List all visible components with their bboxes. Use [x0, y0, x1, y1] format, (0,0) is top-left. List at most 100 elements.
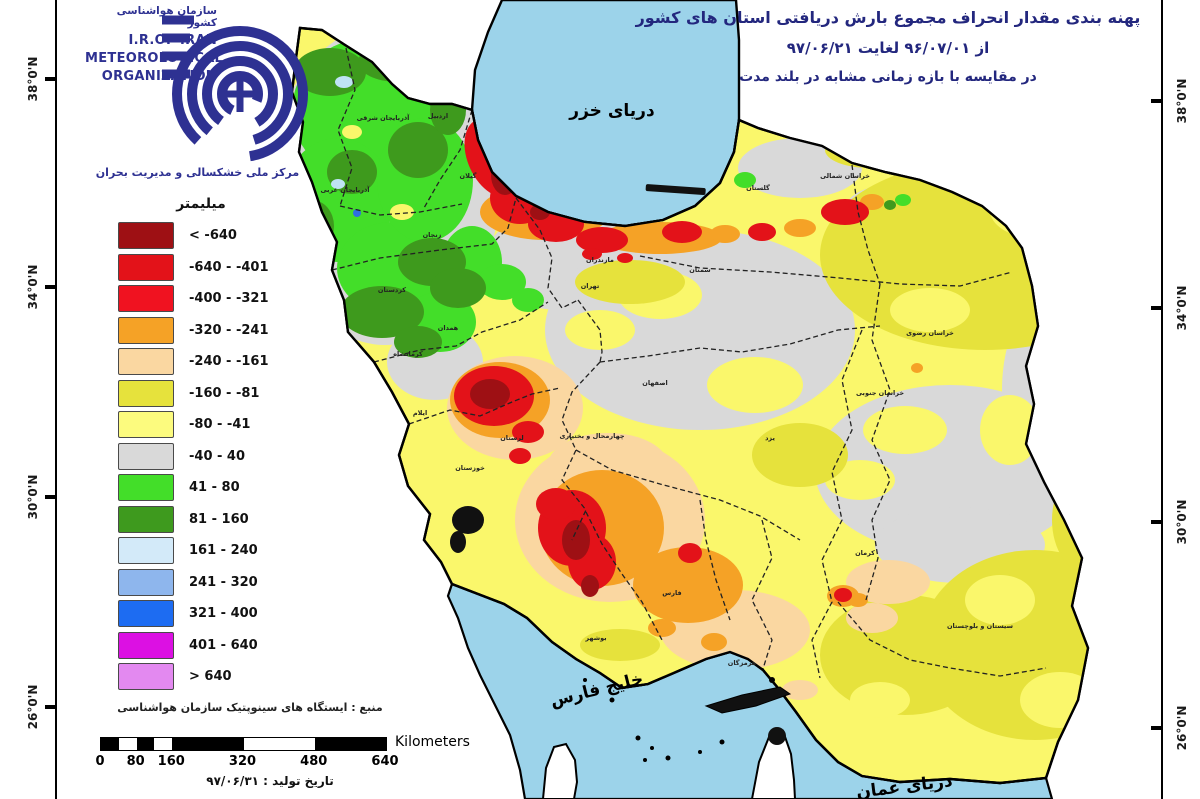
legend-item: -160 - -81 [118, 379, 318, 408]
scalebar-segment [243, 738, 315, 750]
legend-label: 161 - 240 [189, 543, 258, 559]
legend-swatch [118, 505, 174, 533]
latitude-label: 34°0'N [1175, 285, 1189, 331]
latitude-label: 26°0'N [1175, 705, 1189, 751]
latitude-label: 38°0'N [1175, 78, 1189, 124]
scalebar-segment [172, 738, 244, 750]
legend-swatch [118, 253, 174, 281]
legend-item: 401 - 640 [118, 631, 318, 660]
legend-item: -40 - 40 [118, 442, 318, 471]
iran-border [290, 26, 1090, 785]
scalebar-tick-label: 80 [126, 754, 145, 769]
province-borders [331, 47, 1047, 679]
province-label: خراسان شمالی [820, 172, 870, 180]
scalebar-segment [154, 738, 173, 750]
legend-item: < -640 [118, 222, 318, 250]
province-label: اصفهان [642, 379, 667, 387]
latitude-tick [45, 285, 56, 289]
legend-label: -640 - -401 [189, 259, 269, 275]
province-label: گلستان [746, 184, 770, 192]
province-label: کرمانشاه [393, 350, 423, 358]
frame-right [1161, 0, 1163, 799]
latitude-label: 38°0'N [26, 56, 40, 102]
legend-swatch [118, 285, 174, 313]
province-labels: آذربایجان شرقی اردبیل آذربایجان غربی گیلان ز… [320, 112, 1013, 667]
frame-left [55, 0, 57, 799]
province-label: چهارمحال و بختیاری [559, 432, 624, 440]
province-label: گیلان [460, 172, 477, 180]
legend-item: -640 - -401 [118, 253, 318, 282]
caspian-lagoon [645, 184, 706, 196]
legend-label: 401 - 640 [189, 637, 258, 653]
province-label: فارس [662, 589, 681, 597]
org-name-fa: سازمان هواشناسی کشور [116, 5, 217, 29]
scalebar-segment [314, 738, 386, 750]
province-label: اردبیل [428, 112, 448, 120]
legend-swatch [118, 600, 174, 628]
legend-swatch [118, 568, 174, 596]
province-label: سمنان [689, 266, 710, 274]
legend-label: < -640 [189, 228, 237, 244]
legend-swatch [118, 411, 174, 439]
province-label: کردستان [378, 286, 406, 294]
scalebar-bar [100, 737, 387, 751]
legend-item: 241 - 320 [118, 568, 318, 597]
province-label: کرمان [855, 549, 875, 557]
map-title-line2: از ۹۶/۰۷/۰۱ لغایت ۹۷/۰۶/۲۱ [786, 39, 990, 57]
legend-label: > 640 [189, 669, 232, 685]
legend-item: > 640 [118, 663, 318, 691]
musandam-peninsula [750, 729, 797, 799]
production-date: تاریخ تولید : ۹۷/۰۶/۳۱ [206, 774, 334, 788]
scalebar-segment [101, 738, 119, 750]
legend-item: 81 - 160 [118, 505, 318, 534]
legend-swatch [118, 537, 174, 565]
scalebar-tick-label: 640 [371, 754, 399, 769]
qatar-peninsula [541, 742, 579, 799]
latitude-tick [1151, 306, 1162, 310]
caspian-sea-label: دریای خزر [568, 101, 655, 121]
legend-label: -160 - -81 [189, 385, 260, 401]
province-label: ایلام [413, 409, 427, 417]
legend-items: < -640 -640 - -401 -400 - -321 -320 - -241 -… [118, 222, 318, 691]
legend-swatch [118, 631, 174, 659]
province-label: سیستان و بلوچستان [947, 622, 1013, 630]
imo-spiral-logo-icon [162, 15, 308, 162]
legend-swatch [118, 663, 174, 691]
map-title-line1: پهنه بندی مقدار انحراف مجموع بارش دریافت… [635, 8, 1141, 27]
legend-item: 161 - 240 [118, 537, 318, 565]
scalebar-segment [136, 738, 155, 750]
province-label: خراسان رضوی [906, 329, 954, 337]
gulf-islands [583, 677, 775, 762]
province-label: یزد [765, 434, 775, 442]
legend-item: -400 - -321 [118, 285, 318, 313]
province-label: آذربایجان شرقی [357, 113, 411, 122]
qeshm-island [704, 686, 792, 714]
legend-label: -320 - -241 [189, 322, 269, 338]
legend-swatch [118, 348, 174, 376]
province-label: همدان [438, 324, 459, 332]
legend-label: 41 - 80 [189, 480, 240, 496]
scalebar-segment [118, 738, 137, 750]
legend-swatch [118, 442, 174, 470]
latitude-label: 30°0'N [26, 474, 40, 520]
legend-label: 321 - 400 [189, 606, 258, 622]
legend: میلیمتر < -640 -640 - -401 -400 - -321 -320… [118, 196, 318, 695]
province-label: لرستان [500, 434, 524, 442]
legend-item: -80 - -41 [118, 411, 318, 439]
province-label: خراسان جنوبی [856, 389, 904, 397]
legend-item: -320 - -241 [118, 316, 318, 345]
legend-item: 321 - 400 [118, 600, 318, 628]
latitude-tick [45, 705, 56, 709]
latitude-tick [1151, 520, 1162, 524]
musandam-tip [768, 727, 786, 745]
legend-item: -240 - -161 [118, 348, 318, 376]
legend-label: -400 - -321 [189, 291, 269, 307]
drought-center-name: مرکز ملی خشکسالی و مدیریت بحران [95, 166, 300, 179]
legend-swatch [118, 316, 174, 344]
legend-swatch [118, 379, 174, 407]
legend-swatch [118, 474, 174, 502]
latitude-label: 34°0'N [26, 264, 40, 310]
province-label: هرمزگان [728, 659, 757, 667]
source-note: منبع : ایستگاه های سینوپتیک سازمان هواشن… [117, 701, 383, 714]
